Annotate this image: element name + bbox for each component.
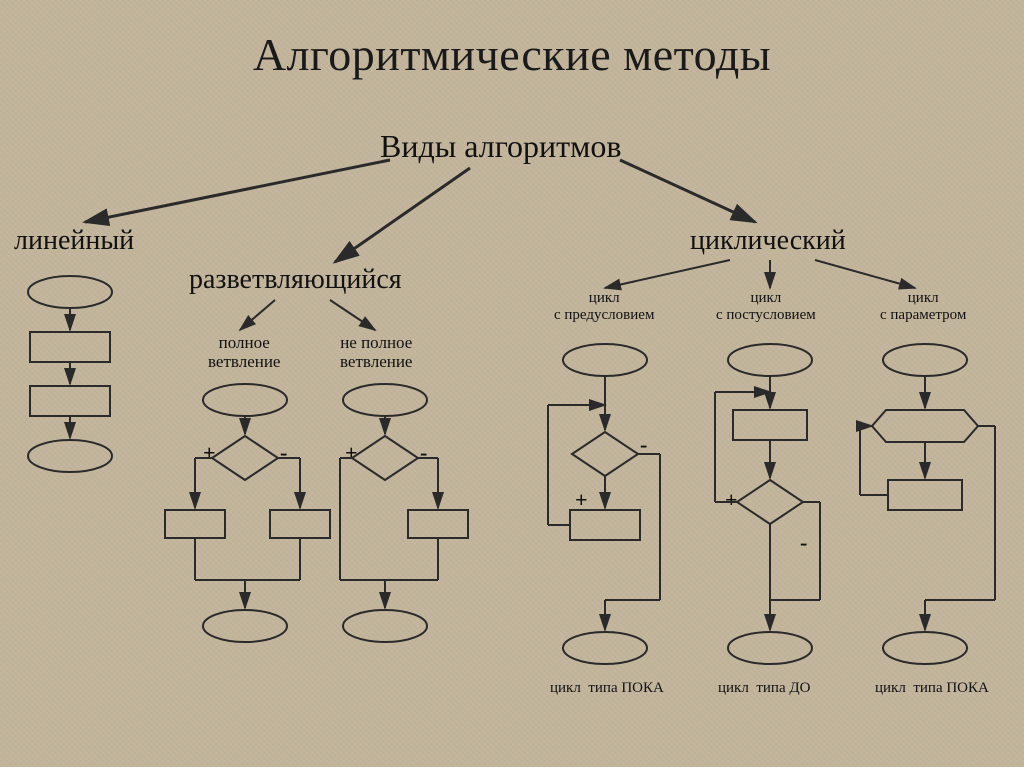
diagram-svg bbox=[0, 0, 1024, 767]
